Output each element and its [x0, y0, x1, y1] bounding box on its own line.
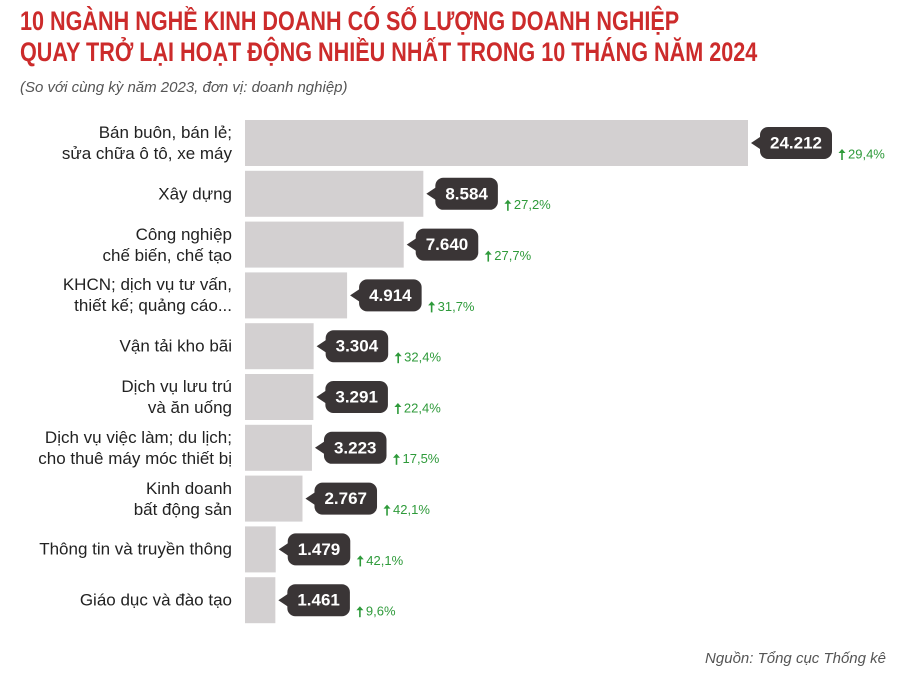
- value-label: 3.223: [334, 438, 377, 457]
- bar: [245, 475, 303, 522]
- value-label: 1.479: [298, 540, 341, 559]
- growth-arrowhead: [394, 352, 402, 357]
- growth-label: 42,1%: [366, 553, 403, 568]
- category-label: Kinh doanh bất động sản: [133, 478, 232, 519]
- bar: [245, 577, 276, 624]
- value-label: 24.212: [770, 133, 822, 152]
- growth-arrowhead: [356, 606, 364, 611]
- value-callout: 1.461: [278, 584, 350, 617]
- bar: [245, 323, 314, 370]
- callout-box: [359, 279, 422, 312]
- chart-subtitle: (So với cùng kỳ năm 2023, đơn vị: doanh …: [20, 79, 348, 96]
- growth-arrowhead: [838, 149, 846, 153]
- bar: [245, 424, 312, 471]
- value-callout: 3.291: [316, 381, 388, 413]
- value-callout: 1.479: [278, 533, 351, 566]
- callout-box: [760, 127, 832, 159]
- chart-title: 10 NGÀNH NGHỀ KINH DOANH CÓ SỐ LƯỢNG DOA…: [20, 6, 758, 67]
- growth-label: 29,4%: [848, 146, 885, 161]
- value-callout: 24.212: [751, 127, 832, 159]
- growth-label: 31,7%: [438, 299, 475, 314]
- callout-box: [415, 228, 479, 261]
- category-label: Dịch vụ việc làm; du lịch; cho thuê máy …: [38, 427, 232, 468]
- value-label: 7.640: [426, 235, 469, 254]
- value-label: 2.767: [324, 489, 367, 508]
- callout-box: [323, 431, 387, 464]
- value-label: 8.584: [445, 184, 488, 203]
- growth-label: 17,5%: [403, 451, 440, 466]
- value-label: 3.291: [335, 387, 378, 406]
- value-callout: 8.584: [426, 177, 498, 210]
- bar: [245, 526, 276, 573]
- bar: [245, 170, 424, 217]
- value-callout: 4.914: [350, 279, 422, 312]
- category-label: Công nghiệp chế biến, chế tạo: [102, 224, 232, 265]
- growth-label: 42,1%: [393, 502, 430, 517]
- category-label: KHCN; dịch vụ tư vấn, thiết kế; quảng cá…: [62, 275, 232, 316]
- category-label: Thông tin và truyền thông: [39, 539, 232, 559]
- category-label: Vận tải kho bãi: [119, 336, 232, 356]
- value-callout: 2.767: [305, 482, 378, 515]
- value-label: 4.914: [369, 286, 412, 305]
- growth-label: 9,6%: [366, 604, 396, 619]
- value-label: 3.304: [336, 337, 379, 356]
- source-note: Nguồn: Tổng cục Thống kê: [705, 650, 886, 667]
- value-callout: 3.304: [316, 330, 389, 363]
- growth-arrowhead: [356, 555, 364, 560]
- value-callout: 7.640: [406, 228, 479, 261]
- growth-label: 32,4%: [404, 350, 441, 365]
- callout-box: [435, 177, 498, 210]
- growth-arrowhead: [393, 453, 401, 458]
- callout-box: [325, 330, 389, 363]
- growth-arrowhead: [428, 301, 436, 306]
- bar: [245, 374, 314, 420]
- growth-arrowhead: [484, 250, 492, 255]
- callout-box: [325, 381, 388, 413]
- callout-box: [287, 533, 351, 566]
- category-label: Xây dựng: [158, 184, 232, 204]
- growth-arrowhead: [383, 504, 391, 509]
- bar: [245, 272, 348, 319]
- growth-label: 27,2%: [514, 197, 551, 212]
- value-label: 1.461: [297, 591, 340, 610]
- value-callout: 3.223: [314, 431, 387, 464]
- callout-box: [287, 584, 350, 617]
- growth-label: 22,4%: [404, 400, 441, 415]
- category-label: Bán buôn, bán lẻ; sửa chữa ô tô, xe máy: [61, 123, 232, 163]
- callout-box: [314, 482, 378, 515]
- category-label: Dịch vụ lưu trú và ăn uống: [121, 377, 232, 417]
- category-label: Giáo dục và đào tạo: [79, 590, 232, 610]
- bar: [245, 120, 748, 166]
- growth-label: 27,7%: [494, 248, 531, 263]
- growth-arrowhead: [504, 199, 512, 204]
- bar: [245, 221, 404, 268]
- growth-arrowhead: [394, 403, 402, 407]
